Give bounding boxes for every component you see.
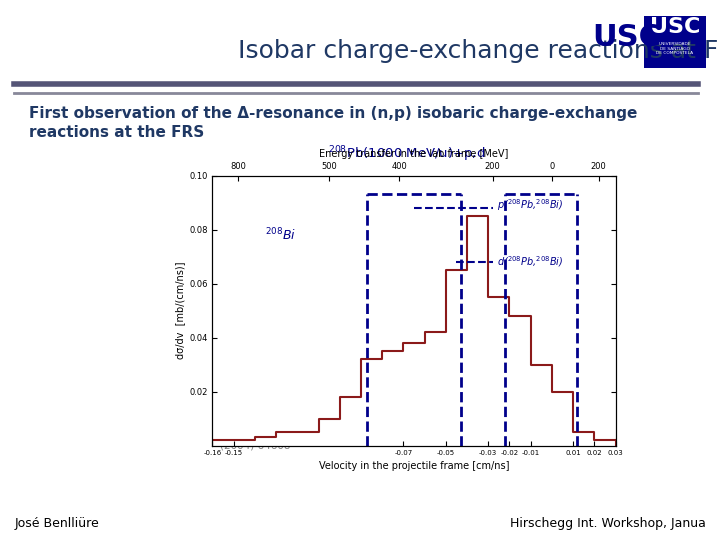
Text: p($^{208}$Pb,$^{208}$Bi): p($^{208}$Pb,$^{208}$Bi)	[497, 197, 563, 213]
Text: USC: USC	[592, 23, 661, 52]
Text: d($^{208}$Pb,$^{208}$Bi): d($^{208}$Pb,$^{208}$Bi)	[497, 254, 563, 269]
Text: UNIVERSIDADE
DE SANTIAGO
DE COMPOSTELA: UNIVERSIDADE DE SANTIAGO DE COMPOSTELA	[657, 42, 693, 55]
FancyBboxPatch shape	[644, 16, 706, 68]
X-axis label: Velocity in the projectile frame [cm/ns]: Velocity in the projectile frame [cm/ns]	[319, 461, 509, 470]
Text: First observation of the Δ-resonance in (n,p) isobaric charge-exchange: First observation of the Δ-resonance in …	[29, 106, 637, 121]
Text: A. Kelic et al., Phys. Rev. C 70
(2004) 64608: A. Kelic et al., Phys. Rev. C 70 (2004) …	[220, 429, 374, 451]
Text: USC: USC	[650, 17, 700, 37]
X-axis label: Energy transfer in the lab frame [MeV]: Energy transfer in the lab frame [MeV]	[319, 150, 509, 159]
Text: reactions at the FRS: reactions at the FRS	[29, 125, 204, 140]
Y-axis label: dσ/dv  [mb/(cm/ns)]: dσ/dv [mb/(cm/ns)]	[175, 262, 185, 359]
Text: $^{208}$Bi: $^{208}$Bi	[265, 227, 296, 243]
Text: José Benlliüre: José Benlliüre	[14, 517, 99, 530]
Text: Hirschegg Int. Workshop, Janua: Hirschegg Int. Workshop, Janua	[510, 517, 706, 530]
Text: Isobar charge-exchange reactions at FRS@GSI: Isobar charge-exchange reactions at FRS@…	[238, 39, 720, 63]
Text: $^{208}$Pb(1000 MeV/u)+p,d: $^{208}$Pb(1000 MeV/u)+p,d	[328, 144, 485, 164]
